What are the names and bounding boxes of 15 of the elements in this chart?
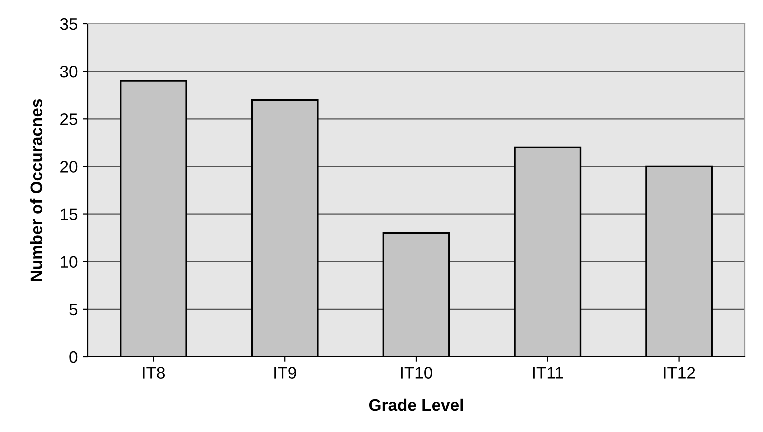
y-tick-label: 15 [61,208,78,220]
y-tick-label: 20 [60,161,78,173]
x-tick-label: IT11 [533,367,564,379]
y-tick-label: 30 [60,66,78,78]
x-tick-label: IT8 [143,367,166,379]
x-tick-label: IT10 [401,367,433,379]
x-tick-label: IT12 [664,367,696,379]
y-tick-label: 10 [61,256,78,268]
y-tick-label: 0 [70,351,78,364]
y-tick-label: 5 [70,304,78,316]
x-tick-label: IT9 [274,367,296,379]
y-tick-label: 25 [60,114,78,126]
y-axis-title: Number of Occuracnes [30,99,43,282]
x-axis-title: Grade Level [369,398,464,412]
y-tick-label: 35 [60,18,78,30]
